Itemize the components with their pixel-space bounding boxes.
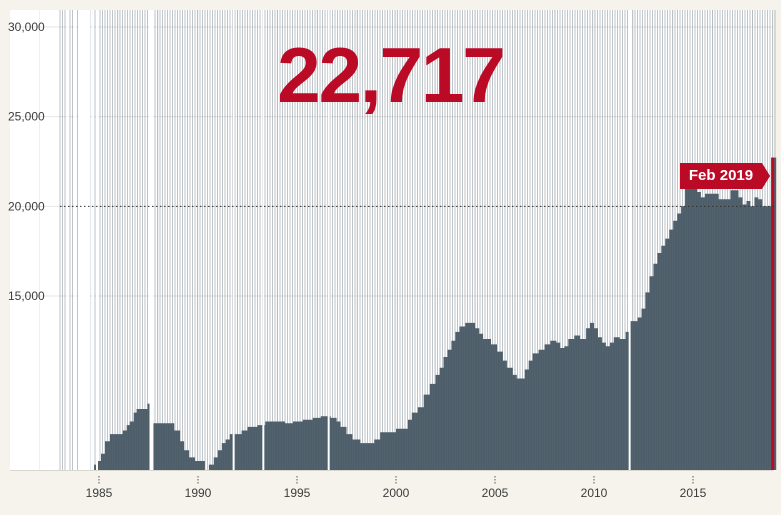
y-tick-label: 20,000 <box>8 199 45 213</box>
latest-value-bar <box>771 157 775 470</box>
data-gap <box>232 10 235 470</box>
latest-value-tag: Feb 2019 <box>680 163 762 189</box>
x-tick-label: 2015 <box>680 486 707 500</box>
y-tick-label: 30,000 <box>8 20 45 34</box>
data-gap <box>327 10 330 470</box>
x-tick-label: 1985 <box>86 486 113 500</box>
x-tick-label: 2010 <box>581 486 608 500</box>
x-tick-label: 2000 <box>383 486 410 500</box>
y-tick-label: 15,000 <box>8 289 45 303</box>
headline-value: 22,717 <box>277 31 506 119</box>
data-series <box>59 10 777 470</box>
y-tick-label: 25,000 <box>8 110 45 124</box>
x-tick-label: 1995 <box>284 486 311 500</box>
data-gap <box>78 10 91 470</box>
data-gap <box>628 10 631 470</box>
data-gap <box>92 10 95 470</box>
data-gap <box>74 10 77 470</box>
data-gap <box>66 10 69 470</box>
x-tick-label: 2005 <box>482 486 509 500</box>
data-gap <box>149 10 154 470</box>
x-tick-label: 1990 <box>185 486 212 500</box>
latest-value-tag-pointer <box>762 163 770 189</box>
data-gap <box>96 10 99 470</box>
data-gap <box>262 10 265 470</box>
series-area <box>59 157 777 470</box>
x-axis: 1985 1990 1995 2000 2005 2010 2015 <box>10 470 773 500</box>
y-axis: 30,000 25,000 20,000 15,000 <box>8 20 45 303</box>
